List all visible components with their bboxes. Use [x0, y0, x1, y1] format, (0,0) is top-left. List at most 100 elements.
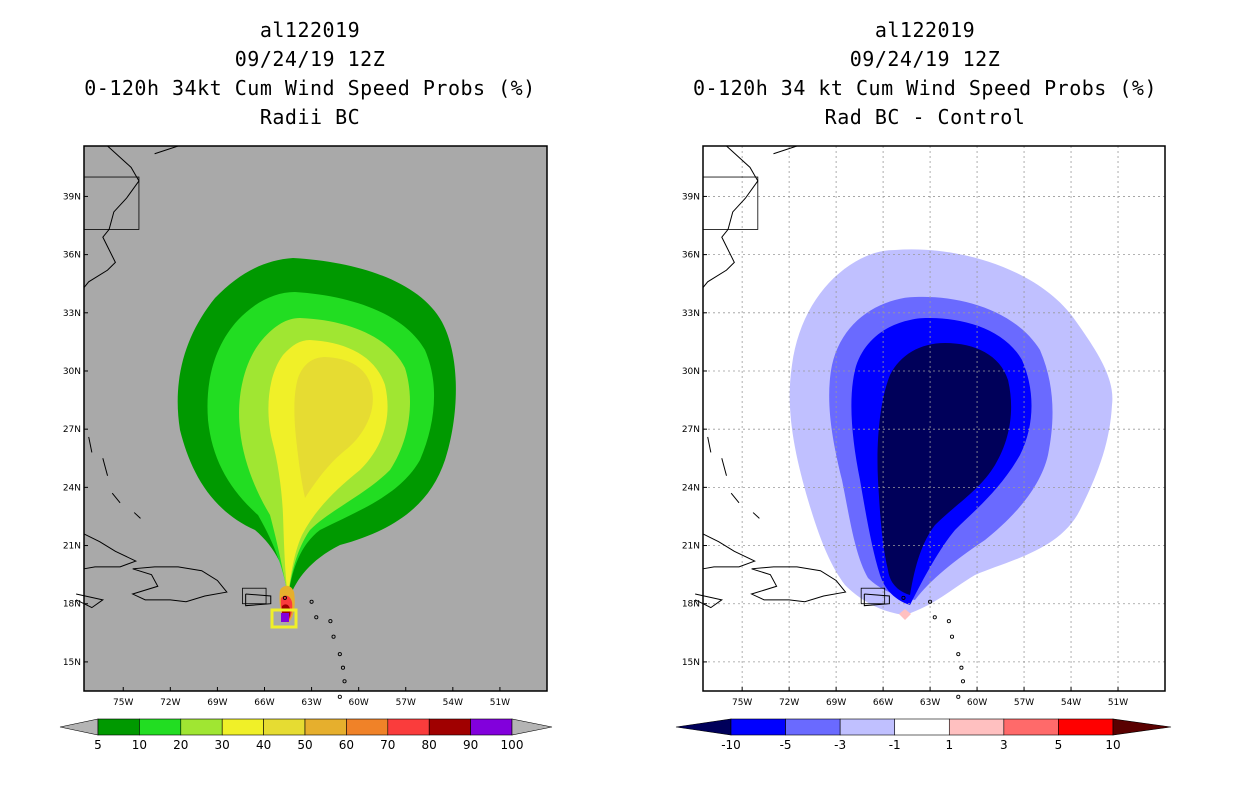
lat-tick-label: 39N	[682, 192, 700, 202]
colorbar-low-triangle	[675, 718, 732, 736]
lon-tick-label: 66W	[873, 698, 893, 708]
island	[340, 665, 346, 670]
right-product-title: 0-120h 34 kt Cum Wind Speed Probs (%)	[692, 76, 1158, 100]
left-map-decoration: 39N 36N 33N 30N 27N 24N 21N 18N 15N 75W 72W 69W 66W 6…	[63, 145, 510, 708]
diff-contour-plus-1	[899, 609, 911, 620]
lon-tick-label: 69W	[826, 698, 846, 708]
coastline	[133, 512, 141, 519]
right-colorbar: -10 -5 -3 -1 1 3 5 10	[675, 718, 1172, 752]
island	[331, 634, 336, 639]
colorbar-label: 3	[1000, 738, 1008, 752]
lat-tick-label: 15N	[682, 658, 700, 668]
island	[949, 634, 955, 639]
right-datetime: 09/24/19 12Z	[849, 47, 1001, 71]
coastline	[707, 436, 712, 453]
colorbar-swatch	[304, 718, 347, 736]
lat-tick-label: 24N	[63, 483, 81, 493]
island	[337, 652, 342, 657]
lat-tick-label: 30N	[63, 367, 81, 377]
lon-tick-label: 75W	[113, 698, 133, 708]
pr-box	[860, 587, 886, 605]
colorbar-label: -1	[889, 738, 901, 752]
pr-box	[242, 587, 267, 605]
colorbar-label: 5	[94, 738, 102, 752]
lat-tick-label: 18N	[63, 600, 81, 610]
colorbar-swatch	[948, 718, 1005, 736]
colorbar-swatch	[1058, 718, 1114, 736]
right-panel-title: al122019 09/24/19 12Z 0-120h 34 kt Cum W…	[660, 16, 1190, 132]
lon-tick-label: 51W	[490, 698, 510, 708]
coastline	[721, 458, 727, 476]
colorbar-label: 60	[339, 738, 354, 752]
left-storm-id: al122019	[259, 18, 361, 42]
coastline	[102, 458, 109, 476]
lon-tick-label: 51W	[1108, 698, 1128, 708]
colorbar-label: 70	[380, 738, 395, 752]
colorbar-label: 80	[422, 738, 437, 752]
lon-tick-label: 54W	[1061, 698, 1081, 708]
lon-tick-label: 57W	[396, 698, 416, 708]
colorbar-high-triangle	[511, 718, 553, 736]
island	[959, 665, 964, 670]
colorbar-high-triangle	[1112, 718, 1172, 736]
prob-contour-40	[294, 357, 373, 498]
island	[337, 694, 342, 699]
colorbar-label: 10	[132, 738, 147, 752]
lat-tick-label: 27N	[63, 425, 81, 435]
coastline	[750, 566, 847, 603]
island	[956, 652, 961, 657]
storm-origin-box	[270, 608, 298, 629]
left-colorbar: 5 10 20 30 40 50 60 70 80 90 100	[59, 718, 553, 752]
island	[282, 595, 287, 600]
colorbars: 5 10 20 30 40 50 60 70 80 90 100 -10 -5 -3 -1 1 3 5 10	[59, 718, 1172, 752]
left-panel-title: al122019 09/24/19 12Z 0-120h 34kt Cum Wi…	[60, 16, 560, 132]
colorbar-label: -10	[721, 738, 741, 752]
colorbar-swatch	[180, 718, 223, 736]
prob-contour-100	[281, 613, 289, 622]
left-product-title: 0-120h 34kt Cum Wind Speed Probs (%)	[84, 76, 536, 100]
left-map-frame	[83, 145, 548, 692]
colorbar-swatch	[263, 718, 306, 736]
colorbar-label: 10	[1105, 738, 1120, 752]
lon-tick-label: 72W	[779, 698, 799, 708]
island	[960, 679, 966, 684]
lat-tick-label: 15N	[63, 658, 81, 668]
island	[928, 599, 933, 604]
coastline	[245, 593, 272, 607]
right-storm-id: al122019	[874, 18, 976, 42]
map-overlays: 39N 36N 33N 30N 27N 24N 21N 18N 15N 75W 72W 69W 66W 6…	[63, 145, 1165, 708]
right-subtitle: Rad BC - Control	[824, 105, 1026, 129]
right-map-frame	[702, 145, 1166, 692]
lon-tick-label: 69W	[207, 698, 227, 708]
island	[946, 619, 951, 624]
coastline	[131, 566, 228, 603]
lat-tick-label: 36N	[682, 251, 700, 261]
lon-tick-label: 60W	[348, 698, 368, 708]
colorbar-swatch	[387, 718, 430, 736]
colorbar-swatch	[428, 718, 471, 736]
coastline	[752, 512, 760, 519]
colorbar-swatch	[839, 718, 896, 736]
left-datetime: 09/24/19 12Z	[234, 47, 386, 71]
island	[342, 679, 347, 684]
diff-contour-minus-10	[877, 343, 1012, 595]
coastline	[88, 436, 93, 453]
lat-tick-label: 39N	[63, 192, 81, 202]
lon-tick-label: 63W	[920, 698, 940, 708]
colorbar-swatch	[1003, 718, 1059, 736]
island	[328, 619, 333, 624]
lon-tick-label: 60W	[967, 698, 987, 708]
colorbar-swatch	[139, 718, 182, 736]
lat-tick-label: 33N	[682, 309, 700, 319]
colorbar-label: 40	[256, 738, 271, 752]
colorbar-swatch	[470, 718, 513, 736]
island	[932, 615, 937, 620]
right-map-decoration: 39N 36N 33N 30N 27N 24N 21N 18N 15N 75W 72W 69W 66W 6…	[682, 145, 1165, 708]
colorbar-swatch	[730, 718, 786, 736]
colorbar-label: 1	[945, 738, 953, 752]
lon-tick-label: 63W	[301, 698, 321, 708]
coastlines	[694, 145, 966, 699]
colorbar-low-triangle	[59, 718, 99, 736]
lat-tick-label: 21N	[63, 542, 81, 552]
